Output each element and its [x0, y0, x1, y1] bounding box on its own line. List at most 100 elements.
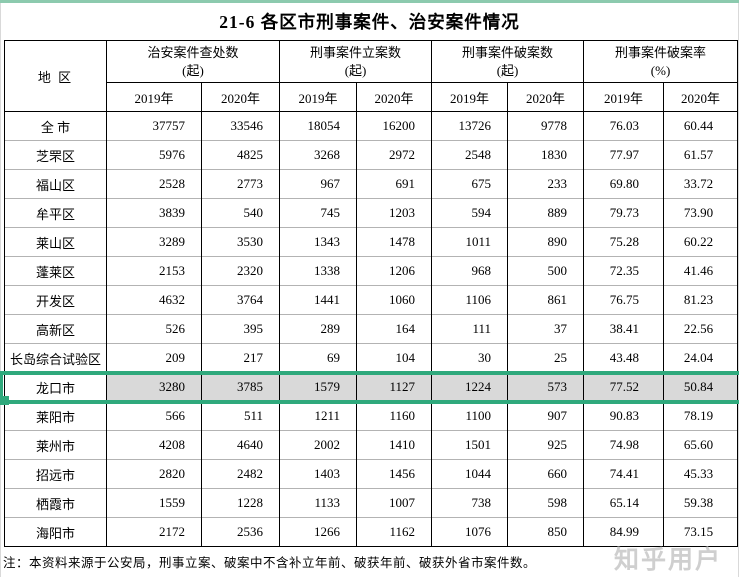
- value-cell: 890: [507, 227, 585, 257]
- selection-handle[interactable]: [0, 396, 9, 405]
- value-cell: 540: [200, 198, 281, 228]
- value-cell: 33546: [200, 111, 281, 141]
- value-cell: 76.75: [583, 285, 665, 315]
- value-cell: 1579: [279, 372, 358, 402]
- table-row: 蓬莱区 2153 2320 1338 1206 968 500 72.35 41.46: [4, 256, 739, 286]
- region-cell: 牟平区: [4, 198, 107, 228]
- value-cell: 16200: [356, 111, 433, 141]
- value-cell: 968: [431, 256, 509, 286]
- stats-table: 地 区 治安案件查处数 (起) 刑事案件立案数 (起) 刑事案件破案数 (起) …: [4, 40, 739, 547]
- table-row: 招远市 2820 2482 1403 1456 1044 660 74.41 45.33: [4, 459, 739, 489]
- value-cell: 72.35: [583, 256, 665, 286]
- value-cell: 1060: [356, 285, 433, 315]
- group-header-solve-rate: 刑事案件破案率 (%): [583, 40, 739, 83]
- group-header-row: 地 区 治安案件查处数 (起) 刑事案件立案数 (起) 刑事案件破案数 (起) …: [4, 40, 739, 112]
- value-cell: 2528: [106, 169, 202, 199]
- table-row: 海阳市 2172 2536 1266 1162 1076 850 84.99 73.15: [4, 517, 739, 547]
- value-cell: 13726: [431, 111, 509, 141]
- value-cell: 37: [507, 314, 585, 344]
- value-cell: 84.99: [583, 517, 665, 547]
- value-cell: 1100: [431, 401, 509, 431]
- region-cell: 招远市: [4, 459, 107, 489]
- value-cell: 889: [507, 198, 585, 228]
- table-row: 龙口市 3280 3785 1579 1127 1224 573 77.52 50.84: [4, 372, 739, 402]
- value-cell: 660: [507, 459, 585, 489]
- selection-border-top: [0, 371, 739, 375]
- value-cell: 43.48: [583, 343, 665, 373]
- value-cell: 2548: [431, 140, 509, 170]
- value-cell: 925: [507, 430, 585, 460]
- selection-border-bottom: [0, 400, 739, 404]
- value-cell: 738: [431, 488, 509, 518]
- value-cell: 907: [507, 401, 585, 431]
- value-cell: 1456: [356, 459, 433, 489]
- value-cell: 76.03: [583, 111, 665, 141]
- region-column-header: 地 区: [4, 40, 107, 112]
- value-cell: 850: [507, 517, 585, 547]
- value-cell: 209: [106, 343, 202, 373]
- value-cell: 79.73: [583, 198, 665, 228]
- value-cell: 38.41: [583, 314, 665, 344]
- year-header: 2020年: [507, 82, 585, 112]
- region-cell: 莱山区: [4, 227, 107, 257]
- value-cell: 1403: [279, 459, 358, 489]
- group-unit: (起): [496, 62, 519, 78]
- region-cell: 福山区: [4, 169, 107, 199]
- value-cell: 1410: [356, 430, 433, 460]
- top-accent-strip: [0, 0, 739, 3]
- value-cell: 60.22: [663, 227, 739, 257]
- group-unit: (起): [182, 62, 204, 78]
- value-cell: 1127: [356, 372, 433, 402]
- source-note: 注：本资料来源于公安局，刑事立案、破案中不含补立年前、破获年前、破获外省市案件数…: [3, 556, 537, 570]
- value-cell: 33.72: [663, 169, 739, 199]
- region-cell: 开发区: [4, 285, 107, 315]
- value-cell: 2972: [356, 140, 433, 170]
- value-cell: 73.90: [663, 198, 739, 228]
- value-cell: 1559: [106, 488, 202, 518]
- value-cell: 1211: [279, 401, 358, 431]
- value-cell: 3839: [106, 198, 202, 228]
- value-cell: 1011: [431, 227, 509, 257]
- value-cell: 9778: [507, 111, 585, 141]
- value-cell: 4208: [106, 430, 202, 460]
- value-cell: 1343: [279, 227, 358, 257]
- value-cell: 164: [356, 314, 433, 344]
- year-header: 2020年: [663, 82, 739, 112]
- value-cell: 69.80: [583, 169, 665, 199]
- table-row: 莱州市 4208 4640 2002 1410 1501 925 74.98 65.60: [4, 430, 739, 460]
- value-cell: 1338: [279, 256, 358, 286]
- value-cell: 3764: [200, 285, 281, 315]
- watermark: 知乎用户: [614, 547, 723, 574]
- value-cell: 573: [507, 372, 585, 402]
- value-cell: 75.28: [583, 227, 665, 257]
- value-cell: 74.41: [583, 459, 665, 489]
- value-cell: 566: [106, 401, 202, 431]
- value-cell: 90.83: [583, 401, 665, 431]
- value-cell: 25: [507, 343, 585, 373]
- value-cell: 111: [431, 314, 509, 344]
- table-row: 长岛综合试验区 209 217 69 104 30 25 43.48 24.04: [4, 343, 739, 373]
- value-cell: 598: [507, 488, 585, 518]
- value-cell: 3785: [200, 372, 281, 402]
- year-header-row: 2019年 2020年 2019年 2020年 2019年 2020年 2019…: [5, 82, 739, 112]
- region-cell: 全 市: [4, 111, 107, 141]
- value-cell: 60.44: [663, 111, 739, 141]
- group-title: 刑事案件破案率: [615, 44, 707, 60]
- value-cell: 395: [200, 314, 281, 344]
- region-cell: 栖霞市: [4, 488, 107, 518]
- value-cell: 45.33: [663, 459, 739, 489]
- value-cell: 1830: [507, 140, 585, 170]
- value-cell: 30: [431, 343, 509, 373]
- group-title: 刑事案件立案数: [310, 44, 402, 60]
- year-header: 2019年: [106, 82, 202, 112]
- value-cell: 81.23: [663, 285, 739, 315]
- selection-border-left: [0, 371, 3, 404]
- table-row: 牟平区 3839 540 745 1203 594 889 79.73 73.90: [4, 198, 739, 228]
- region-cell: 龙口市: [4, 372, 107, 402]
- value-cell: 5976: [106, 140, 202, 170]
- value-cell: 37757: [106, 111, 202, 141]
- value-cell: 50.84: [663, 372, 739, 402]
- table-body: 全 市 37757 33546 18054 16200 13726 9778 76.03 60.…: [4, 111, 739, 547]
- value-cell: 77.97: [583, 140, 665, 170]
